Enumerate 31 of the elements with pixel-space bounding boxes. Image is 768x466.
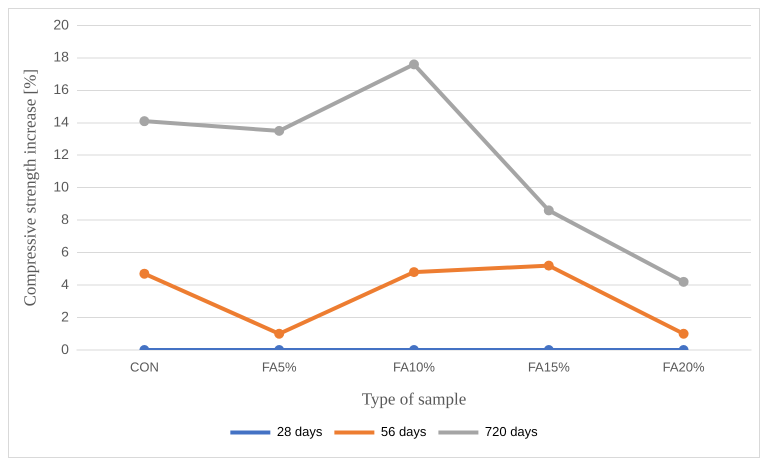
point	[274, 328, 284, 339]
y-axis-title: Compressive strength increase [%]	[20, 68, 40, 306]
x-tick-label: FA20%	[662, 359, 705, 374]
x-tick-label: FA15%	[528, 359, 570, 374]
y-tick-label: 14	[53, 114, 70, 130]
x-tick-label: CON	[130, 359, 159, 374]
y-tick-label: 18	[53, 48, 70, 65]
legend-label: 720 days	[484, 424, 538, 440]
x-tick-label: FA10%	[393, 359, 436, 374]
y-tick-label: 8	[61, 211, 70, 228]
y-tick-label: 2	[61, 308, 70, 324]
y-tick-label: 6	[61, 243, 70, 260]
y-tick-label: 10	[53, 178, 70, 195]
y-tick-label: 16	[53, 81, 70, 98]
legend-label: 28 days	[276, 424, 323, 440]
point	[678, 276, 689, 287]
x-tick-label: FA5%	[262, 359, 297, 374]
point	[544, 260, 554, 271]
y-tick-label: 20	[53, 16, 70, 32]
y-tick-label: 0	[61, 340, 70, 357]
point	[544, 205, 554, 216]
y-tick-label: 12	[53, 146, 70, 162]
point	[139, 268, 150, 279]
y-tick-label: 4	[61, 276, 70, 292]
point	[139, 116, 150, 126]
point	[408, 267, 419, 278]
legend-label: 56 days	[380, 424, 427, 440]
point	[408, 59, 419, 70]
point	[678, 328, 689, 339]
point	[274, 126, 284, 136]
x-axis-title: Type of sample	[362, 389, 466, 408]
